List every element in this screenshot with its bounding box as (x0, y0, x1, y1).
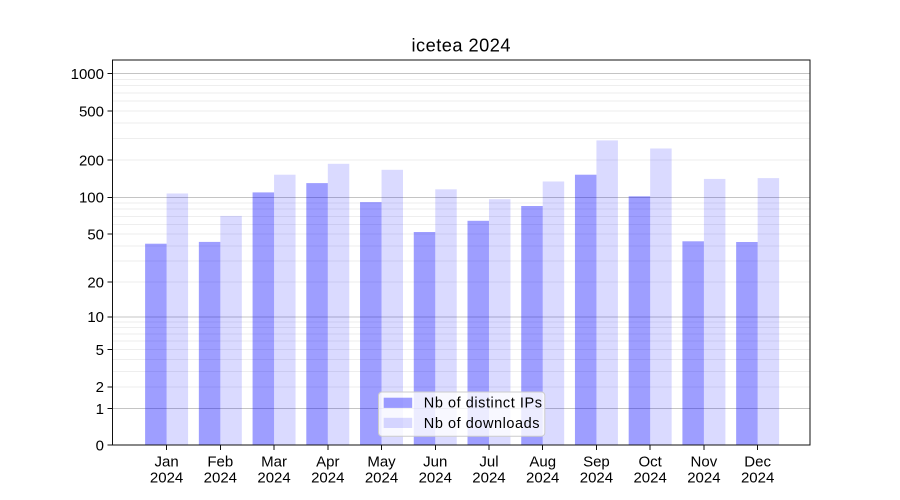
svg-text:1: 1 (96, 401, 104, 418)
svg-text:1000: 1000 (71, 66, 104, 83)
svg-text:2: 2 (96, 379, 104, 396)
svg-text:Sep: Sep (583, 454, 610, 471)
svg-text:20: 20 (87, 274, 104, 291)
svg-text:icetea 2024: icetea 2024 (411, 35, 511, 55)
svg-text:2024: 2024 (204, 470, 237, 487)
svg-text:100: 100 (79, 190, 104, 207)
svg-text:Feb: Feb (207, 454, 233, 471)
svg-text:5: 5 (96, 342, 104, 359)
svg-text:2024: 2024 (633, 470, 666, 487)
svg-text:Oct: Oct (638, 454, 662, 471)
svg-text:May: May (367, 454, 396, 471)
svg-text:2024: 2024 (580, 470, 613, 487)
svg-text:50: 50 (87, 227, 104, 244)
svg-text:2024: 2024 (419, 470, 452, 487)
svg-text:2024: 2024 (311, 470, 344, 487)
svg-text:Mar: Mar (261, 454, 287, 471)
svg-text:Nov: Nov (691, 454, 718, 471)
svg-text:Nb of distinct IPs: Nb of distinct IPs (424, 396, 543, 412)
svg-text:Apr: Apr (316, 454, 339, 471)
svg-text:2024: 2024 (687, 470, 720, 487)
svg-text:2024: 2024 (365, 470, 398, 487)
svg-text:Aug: Aug (529, 454, 556, 471)
svg-text:2024: 2024 (741, 470, 774, 487)
svg-text:2024: 2024 (526, 470, 559, 487)
svg-text:Dec: Dec (744, 454, 771, 471)
svg-text:Jun: Jun (423, 454, 447, 471)
svg-text:0: 0 (96, 437, 104, 454)
svg-text:500: 500 (79, 103, 104, 120)
svg-text:200: 200 (79, 153, 104, 170)
svg-text:10: 10 (87, 309, 104, 326)
svg-text:2024: 2024 (257, 470, 290, 487)
svg-text:2024: 2024 (150, 470, 183, 487)
svg-text:Jan: Jan (155, 454, 179, 471)
svg-text:2024: 2024 (472, 470, 505, 487)
svg-text:Nb of downloads: Nb of downloads (424, 416, 540, 432)
svg-text:Jul: Jul (479, 454, 498, 471)
